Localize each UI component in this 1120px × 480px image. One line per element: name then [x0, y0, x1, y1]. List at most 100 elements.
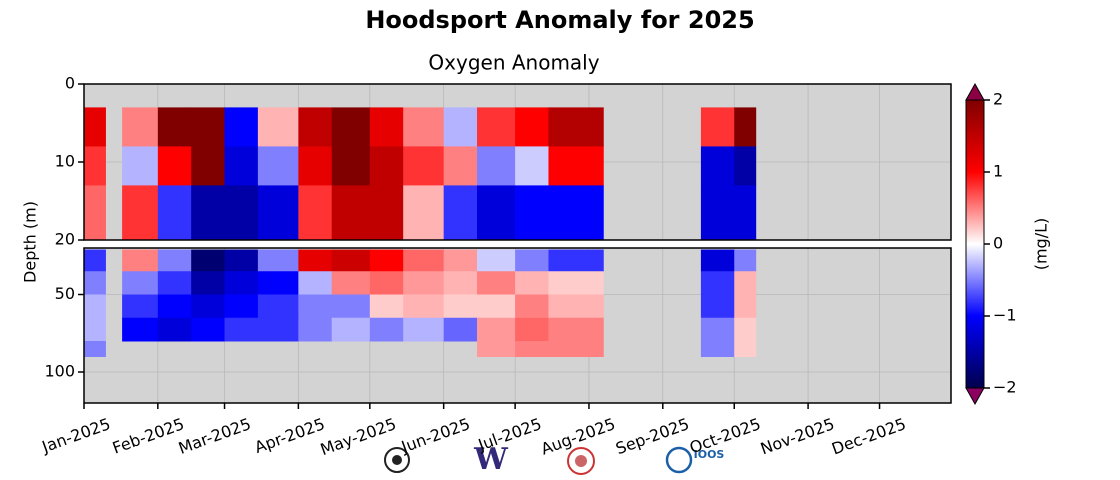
- heatmap-cell: [515, 317, 549, 342]
- colorbar-tick-label: 1: [993, 162, 1003, 181]
- heatmap-cell: [700, 317, 735, 342]
- heatmap-cell: [298, 107, 333, 147]
- heatmap-cell: [403, 249, 445, 272]
- heatmap-cell: [700, 249, 735, 272]
- colorbar-tick-label: −2: [993, 378, 1017, 397]
- x-tick-label: Jun-2025: [398, 414, 473, 457]
- heatmap-cell: [477, 249, 516, 272]
- heatmap-cell: [515, 294, 549, 319]
- heatmap-cell: [734, 317, 757, 342]
- heatmap-cell: [403, 294, 445, 319]
- heatmap-cell: [369, 271, 404, 295]
- heatmap-cell: [403, 146, 445, 186]
- colorbar-tick-label: 2: [993, 90, 1003, 109]
- x-tick-label: Feb-2025: [110, 414, 187, 457]
- heatmap-cell: [84, 185, 106, 241]
- heatmap-cell: [443, 249, 478, 272]
- heatmap-cell: [257, 249, 299, 272]
- colorbar-tick-label: 0: [993, 234, 1003, 253]
- heatmap-cell: [157, 146, 192, 186]
- heatmap-cell: [403, 317, 445, 342]
- heatmap-cell: [443, 185, 478, 241]
- heatmap-cell: [369, 294, 404, 319]
- heatmap-cell: [700, 341, 735, 357]
- heatmap-cell: [548, 107, 604, 147]
- heatmap-cell: [84, 249, 106, 272]
- heatmap-cell: [331, 249, 371, 272]
- y-tick-label: 50: [55, 284, 75, 303]
- heatmap-cell: [224, 271, 259, 295]
- heatmap-cell: [122, 317, 159, 342]
- heatmap-cell: [331, 317, 371, 342]
- heatmap-cell: [298, 271, 333, 295]
- heatmap-cell: [734, 107, 757, 147]
- heatmap-cell: [700, 185, 735, 241]
- heatmap-cell: [734, 271, 757, 295]
- heatmap-cell: [224, 146, 259, 186]
- chart-title: Hoodsport Anomaly for 2025: [365, 6, 754, 34]
- heatmap-cell: [157, 249, 192, 272]
- heatmap-cell: [477, 294, 516, 319]
- logo-text: W: [473, 442, 509, 477]
- heatmap-cell: [515, 185, 549, 241]
- logo: [575, 455, 587, 467]
- heatmap-cell: [548, 317, 604, 342]
- heatmap-cell: [122, 185, 159, 241]
- y-axis-label: Depth (m): [21, 201, 40, 283]
- heatmap-cell: [734, 294, 757, 319]
- heatmap-cell: [443, 317, 478, 342]
- heatmap-cell: [191, 249, 226, 272]
- heatmap-cell: [403, 271, 445, 295]
- heatmap-cell: [331, 185, 371, 241]
- heatmap-cell: [734, 146, 757, 186]
- heatmap-cell: [515, 146, 549, 186]
- heatmap-cell: [369, 249, 404, 272]
- heatmap-cell: [515, 249, 549, 272]
- logo-text: IOOS: [694, 448, 725, 461]
- heatmap-cell: [548, 146, 604, 186]
- heatmap-cell: [700, 294, 735, 319]
- y-tick-label: 100: [44, 362, 75, 381]
- heatmap-cell: [443, 146, 478, 186]
- heatmap-cell: [700, 271, 735, 295]
- heatmap-cell: [224, 317, 259, 342]
- heatmap-cell: [298, 249, 333, 272]
- heatmap-cell: [331, 271, 371, 295]
- heatmap-cell: [477, 271, 516, 295]
- heatmap-cell: [157, 185, 192, 241]
- heatmap-cell: [477, 185, 516, 241]
- heatmap-cell: [331, 294, 371, 319]
- heatmap-cell: [298, 317, 333, 342]
- heatmap-cell: [515, 341, 549, 357]
- heatmap-cell: [84, 317, 106, 342]
- heatmap-cell: [84, 146, 106, 186]
- heatmap-cell: [298, 146, 333, 186]
- heatmap-cell: [515, 107, 549, 147]
- x-tick-label: Mar-2025: [176, 414, 254, 458]
- heatmap-cell: [298, 185, 333, 241]
- heatmap-cell: [84, 341, 106, 357]
- x-tick-label: Nov-2025: [758, 414, 837, 458]
- colorbar-under: [965, 387, 985, 406]
- colorbar-tick-label: −1: [993, 306, 1017, 325]
- heatmap-cell: [257, 185, 299, 241]
- heatmap-cell: [157, 271, 192, 295]
- heatmap-cell: [369, 317, 404, 342]
- heatmap-cell: [477, 146, 516, 186]
- colorbar-label: (mg/L): [1032, 218, 1051, 271]
- heatmap-cell: [122, 271, 159, 295]
- heatmap-cell: [369, 185, 404, 241]
- heatmap-cell: [515, 271, 549, 295]
- heatmap-cell: [224, 249, 259, 272]
- heatmap-cell: [700, 146, 735, 186]
- colorbar: [965, 99, 985, 389]
- heatmap-cell: [257, 107, 299, 147]
- heatmap-cell: [548, 249, 604, 272]
- heatmap-cell: [224, 107, 259, 147]
- heatmap-cell: [191, 107, 226, 147]
- plot-frame: [83, 247, 952, 404]
- logos: W IOOS: [384, 442, 725, 477]
- heatmap-cell: [331, 107, 371, 147]
- y-tick-label: 20: [55, 230, 75, 249]
